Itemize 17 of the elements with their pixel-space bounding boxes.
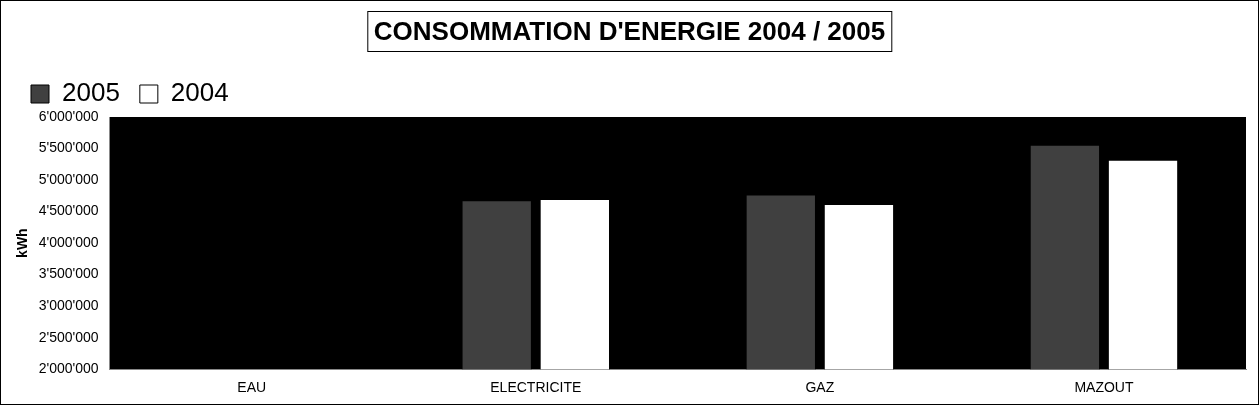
y-tick-label: 2'500'000: [38, 328, 99, 345]
x-tick-label: ELECTRICITE: [490, 379, 582, 396]
y-tick-label: 2'000'000: [38, 360, 99, 377]
chart-title: CONSOMMATION D'ENERGIE 2004 / 2005: [366, 11, 893, 52]
y-tick-label: 4'500'000: [38, 202, 99, 219]
y-axis-title: kWh: [14, 228, 31, 258]
y-tick-label: 6'000'000: [38, 107, 99, 124]
legend-label: 2004: [170, 77, 229, 108]
x-tick-label: EAU: [237, 379, 267, 396]
y-tick-label: 5'000'000: [38, 170, 99, 187]
legend-label: 2005: [62, 77, 120, 108]
y-tick-label: 5'500'000: [38, 139, 99, 156]
y-tick-label: 3'000'000: [38, 297, 99, 314]
x-tick-label: MAZOUT: [1074, 379, 1134, 396]
y-tick-label: 3'500'000: [38, 265, 99, 282]
y-tick-label: 4'000'000: [38, 233, 99, 250]
x-tick-label: GAZ: [805, 379, 835, 396]
